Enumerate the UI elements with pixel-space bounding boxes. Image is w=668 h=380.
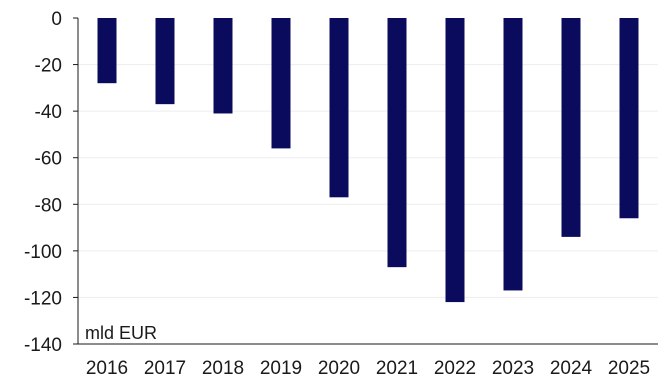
unit-label: mld EUR	[85, 323, 157, 343]
y-tick-label: -80	[35, 195, 62, 216]
x-tick-label: 2018	[202, 358, 244, 379]
y-tick-labels: 0 -20 -40 -60 -80 -100 -120 -140	[24, 9, 62, 356]
y-tick-label: -120	[24, 288, 62, 309]
y-tick-label: -40	[35, 102, 62, 123]
y-tick-label: 0	[51, 9, 62, 30]
x-tick-label: 2025	[608, 358, 650, 379]
x-tick-labels: 2016 2017 2018 2019 2020 2021 2022 2023 2024 2025	[86, 358, 650, 379]
bar-2017	[155, 18, 175, 105]
y-tick-label: -140	[24, 335, 62, 356]
bar-2023	[503, 18, 523, 291]
x-tick-label: 2023	[492, 358, 534, 379]
x-tick-label: 2021	[376, 358, 418, 379]
x-tick-label: 2017	[144, 358, 186, 379]
y-tick-label: -20	[35, 56, 62, 77]
bar-2020	[329, 18, 349, 198]
bar-2019	[271, 18, 291, 149]
x-tick-label: 2024	[550, 358, 593, 379]
bar-2018	[213, 18, 233, 114]
x-tick-label: 2022	[434, 358, 476, 379]
bar-2024	[561, 18, 581, 237]
gridlines	[78, 64, 658, 298]
bar-2021	[387, 18, 407, 268]
x-tick-label: 2019	[260, 358, 302, 379]
bar-2025	[619, 18, 639, 219]
x-tick-label: 2020	[318, 358, 360, 379]
bar-2016	[97, 18, 117, 84]
y-tick-label: -100	[24, 242, 62, 263]
bar-2022	[445, 18, 465, 303]
x-tick-label: 2016	[86, 358, 128, 379]
bars	[97, 18, 639, 303]
y-tick-label: -60	[35, 149, 62, 170]
axes	[73, 17, 658, 345]
